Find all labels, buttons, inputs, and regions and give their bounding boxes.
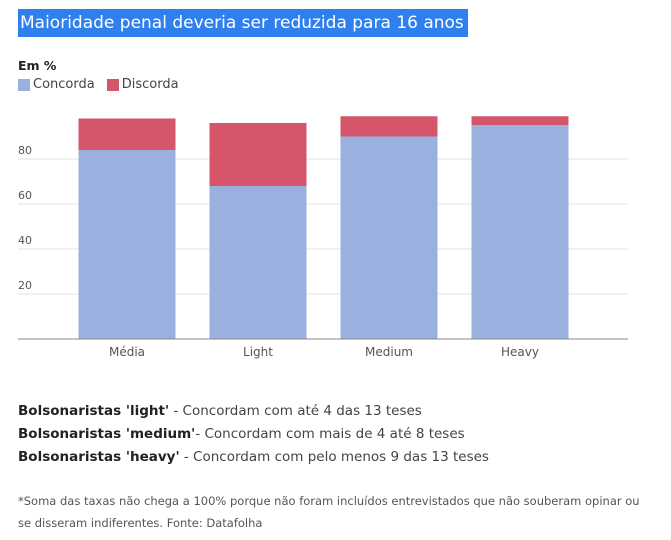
y-tick-label: 60 — [18, 189, 32, 202]
legend-swatch-discorda — [106, 78, 119, 91]
definition-medium: Bolsonaristas 'medium'- Concordam com ma… — [18, 423, 489, 446]
legend-label-concorda: Concorda — [33, 77, 95, 92]
legend: Concorda Discorda — [18, 77, 191, 92]
bar-discorda — [471, 116, 569, 126]
y-tick-label: 20 — [18, 279, 32, 292]
x-tick-label: Heavy — [501, 345, 539, 359]
definition-text: - Concordam com até 4 das 13 teses — [169, 403, 422, 419]
bar-concorda — [471, 125, 569, 339]
stacked-bar-chart: 20 40 60 80 Média Light Medium Heavy — [18, 116, 628, 359]
chart-title: Maioridade penal deveria ser reduzida pa… — [18, 9, 468, 37]
definition-term: Bolsonaristas 'light' — [18, 403, 170, 419]
bar-discorda — [78, 118, 176, 150]
unit-label: Em % — [18, 58, 57, 73]
bar-concorda — [340, 136, 438, 339]
definition-light: Bolsonaristas 'light' - Concordam com at… — [18, 400, 489, 423]
bar-concorda — [78, 150, 176, 339]
x-tick-label: Light — [243, 345, 273, 359]
definition-term: Bolsonaristas 'medium' — [18, 426, 196, 442]
definition-text: - Concordam com pelo menos 9 das 13 tese… — [179, 449, 489, 465]
x-tick-label: Medium — [365, 345, 413, 359]
definition-heavy: Bolsonaristas 'heavy' - Concordam com pe… — [18, 446, 489, 469]
bar-discorda — [340, 116, 438, 137]
legend-swatch-concorda — [18, 78, 30, 91]
footnote: *Soma das taxas não chega a 100% porque … — [18, 494, 640, 530]
definition-term: Bolsonaristas 'heavy' — [18, 449, 180, 465]
definitions: Bolsonaristas 'light' - Concordam com at… — [18, 400, 489, 469]
legend-label-discorda: Discorda — [121, 77, 179, 92]
legend-item-discorda: Discorda — [106, 77, 179, 92]
definition-text: - Concordam com mais de 4 até 8 teses — [195, 426, 465, 442]
legend-item-concorda: Concorda — [18, 77, 95, 92]
bar-discorda — [209, 123, 307, 186]
y-tick-label: 40 — [18, 234, 32, 247]
x-tick-label: Média — [109, 345, 145, 359]
bar-concorda — [209, 186, 307, 339]
y-tick-label: 80 — [18, 144, 32, 157]
